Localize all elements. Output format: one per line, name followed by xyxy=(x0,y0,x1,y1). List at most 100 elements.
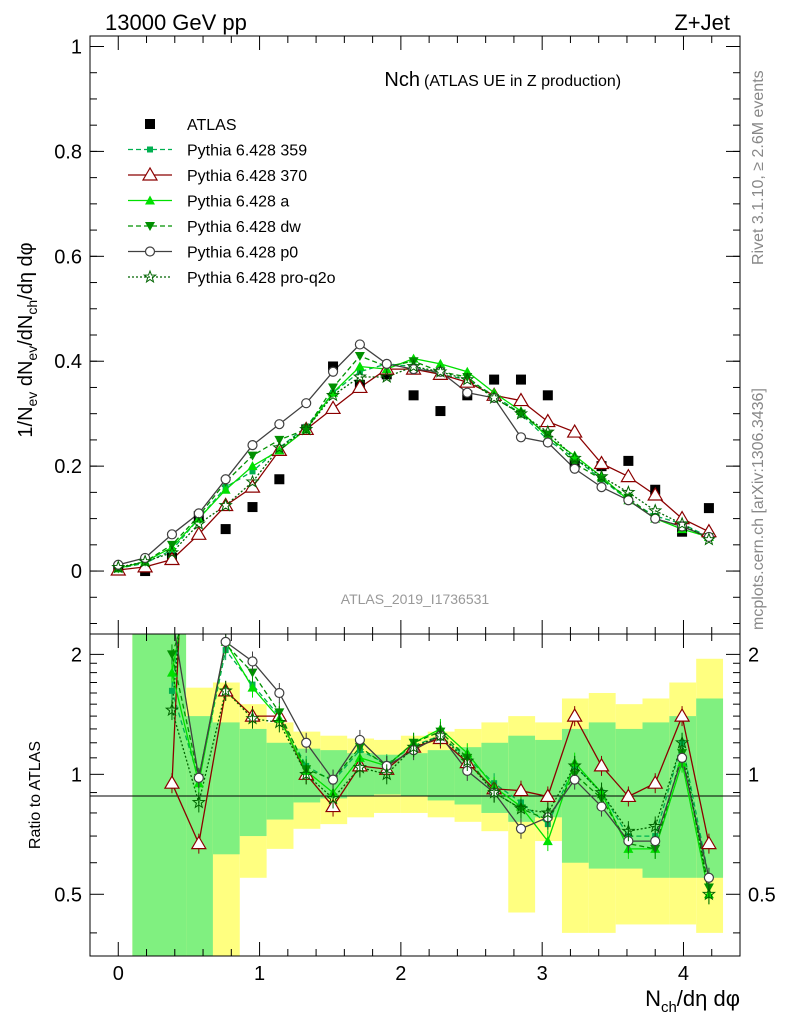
main-title: Nch xyxy=(384,69,420,91)
series-line-pp0 xyxy=(118,343,710,566)
point-atlas xyxy=(220,524,231,535)
ratio-point-pq2o xyxy=(379,766,394,781)
y-tick-label: 0.8 xyxy=(54,141,82,163)
ratio-point-pq2o xyxy=(191,795,206,809)
stat-band xyxy=(400,753,428,797)
legend-label-p359: Pythia 6.428 359 xyxy=(187,143,307,160)
ratio-point-pp0 xyxy=(596,801,607,812)
ratio-point-pp0 xyxy=(569,774,580,785)
ratio-point-pp0 xyxy=(354,734,365,746)
ratio-point-p370 xyxy=(163,775,181,789)
point-pdw xyxy=(166,540,177,550)
y-tick-label: 0.4 xyxy=(54,351,82,373)
point-pa xyxy=(435,358,446,368)
ratio-point-pq2o xyxy=(272,714,287,729)
point-atlas xyxy=(247,502,258,513)
x-tick-label: 1 xyxy=(254,963,265,985)
legend-marker-pq2o xyxy=(142,269,158,284)
point-p359 xyxy=(249,468,256,475)
ratio-y-tick-label: 1 xyxy=(71,764,82,786)
ratio-point-pq2o xyxy=(621,823,636,838)
point-atlas xyxy=(274,474,285,485)
ratio-point-pq2o xyxy=(648,818,663,833)
ratio-series xyxy=(163,634,717,905)
ratio-point-pq2o xyxy=(245,711,260,725)
y-tick-label: 0.6 xyxy=(54,246,82,268)
point-pq2o xyxy=(272,440,287,454)
point-pq2o xyxy=(433,364,448,378)
xlabel: Nch/dη dφ xyxy=(645,986,740,1016)
legend-label-pq2o: Pythia 6.428 pro-q2o xyxy=(187,270,336,287)
main-subtitle: (ATLAS UE in Z production) xyxy=(424,73,621,90)
ratio-point-pa xyxy=(542,836,553,846)
ratio-y-tick-label: 2 xyxy=(71,644,82,666)
ratio-point-pp0 xyxy=(301,737,312,748)
point-atlas xyxy=(703,503,714,514)
ratio-point-p370 xyxy=(700,835,717,850)
legend-label-atlas: ATLAS xyxy=(187,117,237,134)
ratio-y-tick-label-right: 2 xyxy=(748,644,759,666)
ratio-y-tick-label-right: 1 xyxy=(748,764,759,786)
point-pq2o xyxy=(675,516,690,530)
ratio-series-group xyxy=(163,634,717,905)
ratio-point-pq2o xyxy=(406,739,421,754)
main-yticks: 0 0.2 0.4 0.6 0.8 1 xyxy=(54,36,740,625)
point-pq2o xyxy=(352,369,367,383)
main-panel: Nch (ATLAS UE in Z production) ATLAS_201… xyxy=(15,35,741,635)
point-pp0 xyxy=(301,398,312,409)
ratio-ylabel: Ratio to ATLAS xyxy=(27,741,44,849)
ratio-point-pq2o xyxy=(164,702,180,717)
point-pq2o xyxy=(594,469,609,483)
x-tick-label: 4 xyxy=(678,963,689,985)
point-pq2o xyxy=(218,498,233,512)
point-p370 xyxy=(566,423,583,438)
stat-band xyxy=(212,722,240,855)
series-line-pdw xyxy=(118,355,710,570)
ratio-frame xyxy=(89,633,741,957)
point-pp0 xyxy=(166,529,178,540)
ratio-point-pdw xyxy=(247,668,258,678)
point-pp0 xyxy=(140,552,151,564)
ratio-point-p370 xyxy=(512,782,530,797)
point-pa xyxy=(247,461,258,471)
legend-label-p370: Pythia 6.428 370 xyxy=(187,168,307,185)
ratio-point-p359 xyxy=(168,687,175,694)
ratio-y-tick-label-right: 0.5 xyxy=(748,884,776,906)
point-pa xyxy=(569,450,580,460)
point-p370 xyxy=(593,455,610,470)
point-pa xyxy=(354,361,365,371)
point-atlas xyxy=(515,374,526,385)
point-pq2o xyxy=(513,406,529,420)
ratio-point-pa xyxy=(247,682,258,692)
ratio-point-pq2o xyxy=(460,753,475,768)
point-pq2o xyxy=(164,545,180,559)
y-tick-label: 1 xyxy=(71,36,82,58)
point-p370 xyxy=(324,400,342,415)
ratio-point-pq2o xyxy=(513,801,529,815)
point-pp0 xyxy=(515,432,527,443)
ratio-point-pp0 xyxy=(327,774,339,785)
point-pdw xyxy=(274,435,285,445)
side-label-mcplots: mcplots.cern.ch [arXiv:1306.3436] xyxy=(750,388,767,630)
point-pp0 xyxy=(274,419,285,430)
legend-marker-pa xyxy=(145,195,155,205)
main-series xyxy=(110,339,717,577)
ratio-line-p359 xyxy=(171,634,710,878)
point-pa xyxy=(220,484,231,494)
point-p370 xyxy=(620,468,637,483)
ratio-point-pp0 xyxy=(193,772,204,783)
ratio-point-pp0 xyxy=(650,835,661,847)
point-atlas xyxy=(489,374,500,385)
ratio-point-pp0 xyxy=(220,636,231,647)
y-tick-label: 0 xyxy=(71,561,82,583)
point-pdw xyxy=(354,351,365,361)
point-p370 xyxy=(512,392,530,407)
ratio-point-pa xyxy=(166,667,177,677)
ratio-point-pq2o xyxy=(218,683,233,697)
stat-band xyxy=(239,728,267,837)
watermark: ATLAS_2019_I1736531 xyxy=(341,591,490,607)
ratio-point-pq2o xyxy=(325,790,341,805)
point-pq2o xyxy=(111,559,126,574)
x-tick-label: 0 xyxy=(113,963,124,985)
point-pq2o xyxy=(191,516,206,530)
